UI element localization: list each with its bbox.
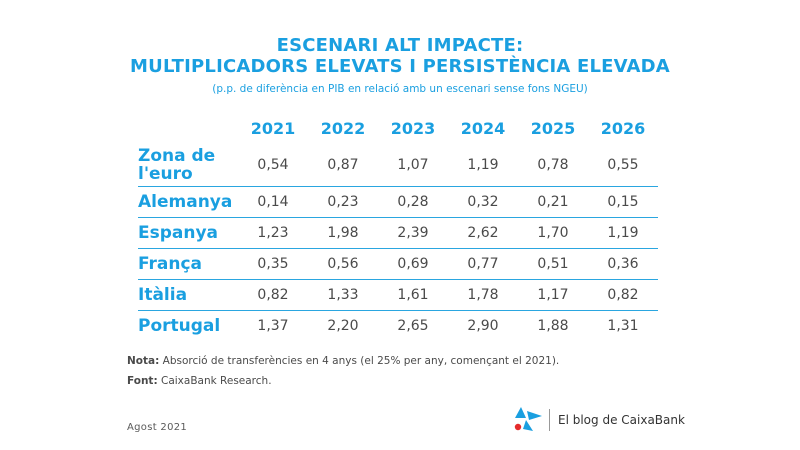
table-cell: 0,82	[588, 279, 658, 311]
source-label: Font:	[127, 375, 158, 387]
table-cell: 1,33	[308, 279, 378, 311]
chart-title-line1: ESCENARI ALT IMPACTE:	[276, 35, 524, 56]
table-cell: 1,37	[257, 318, 289, 334]
table-cell: 0,35	[238, 248, 308, 280]
row-label: Itàlia	[138, 279, 238, 311]
notes: Nota: Absorció de transferències en 4 an…	[127, 351, 559, 391]
table-cell: 0,51	[518, 248, 588, 280]
table-cell: 1,31	[607, 318, 639, 334]
row-label: França	[138, 248, 238, 280]
table-row: Portugal 1,37 2,20 2,65 2,90 1,88 1,31	[138, 311, 658, 342]
row-label: Zona de l'euro	[138, 144, 238, 187]
table-cell: 1,19	[588, 217, 658, 249]
column-header: 2022	[320, 118, 366, 138]
table-cell: 1,70	[518, 217, 588, 249]
column-header: 2025	[530, 118, 576, 138]
header-row: 2021 2022 2023 2024 2025 2026	[138, 112, 658, 144]
row-label: Alemanya	[138, 186, 238, 218]
table-cell: 1,78	[448, 279, 518, 311]
table-cell: 0,55	[588, 144, 658, 187]
brand-logo: El blog de CaixaBank	[513, 407, 685, 433]
table-row: França 0,35 0,56 0,69 0,77 0,51 0,36	[138, 248, 658, 280]
table-cell: 0,78	[518, 144, 588, 187]
table-cell: 2,39	[378, 217, 448, 249]
table-cell: 2,62	[448, 217, 518, 249]
chart-title-line2: MULTIPLICADORS ELEVATS I PERSISTÈNCIA EL…	[130, 56, 670, 77]
row-label: Espanya	[138, 217, 238, 249]
column-header: 2026	[600, 118, 646, 138]
table-cell: 0,36	[588, 248, 658, 280]
table-row: Itàlia 0,82 1,33 1,61 1,78 1,17 0,82	[138, 279, 658, 311]
table-row: Alemanya 0,14 0,23 0,28 0,32 0,21 0,15	[138, 186, 658, 218]
brand-text: El blog de CaixaBank	[558, 413, 685, 427]
table-cell: 0,54	[238, 144, 308, 187]
table-cell: 0,14	[238, 186, 308, 218]
note-line: Nota: Absorció de transferències en 4 an…	[127, 351, 559, 371]
table-row: Espanya 1,23 1,98 2,39 2,62 1,70 1,19	[138, 217, 658, 249]
column-header: 2023	[390, 118, 436, 138]
table-cell: 1,98	[308, 217, 378, 249]
table-cell: 0,15	[588, 186, 658, 218]
row-label: Portugal	[138, 316, 221, 336]
caixabank-star-icon	[514, 407, 542, 431]
table-cell: 0,56	[308, 248, 378, 280]
table-cell: 1,23	[238, 217, 308, 249]
table-cell: 2,90	[467, 318, 499, 334]
column-header: 2024	[460, 118, 506, 138]
header-corner	[138, 112, 238, 144]
column-header: 2021	[250, 118, 296, 138]
table-cell: 0,69	[378, 248, 448, 280]
table-cell: 0,82	[238, 279, 308, 311]
table-cell: 1,17	[518, 279, 588, 311]
source-line: Font: CaixaBank Research.	[127, 371, 559, 391]
source-text: CaixaBank Research.	[157, 375, 272, 387]
table-cell: 0,21	[518, 186, 588, 218]
data-table: 2021 2022 2023 2024 2025 2026 Zona de l'…	[138, 112, 658, 341]
note-label: Nota:	[127, 355, 160, 367]
table-cell: 0,28	[378, 186, 448, 218]
table-cell: 2,20	[327, 318, 359, 334]
brand-divider	[549, 409, 550, 431]
table-cell: 0,32	[448, 186, 518, 218]
table-cell: 2,65	[397, 318, 429, 334]
table-cell: 1,07	[378, 144, 448, 187]
table-cell: 0,87	[308, 144, 378, 187]
table-cell: 0,23	[308, 186, 378, 218]
table-row: Zona de l'euro 0,54 0,87 1,07 1,19 0,78 …	[138, 144, 658, 187]
note-text: Absorció de transferències en 4 anys (el…	[159, 355, 560, 367]
table-cell: 1,19	[448, 144, 518, 187]
table-cell: 1,61	[378, 279, 448, 311]
chart-subtitle: (p.p. de diferència en PIB en relació am…	[212, 83, 588, 95]
publication-date: Agost 2021	[127, 422, 188, 433]
table-cell: 1,88	[537, 318, 569, 334]
table-cell: 0,77	[448, 248, 518, 280]
